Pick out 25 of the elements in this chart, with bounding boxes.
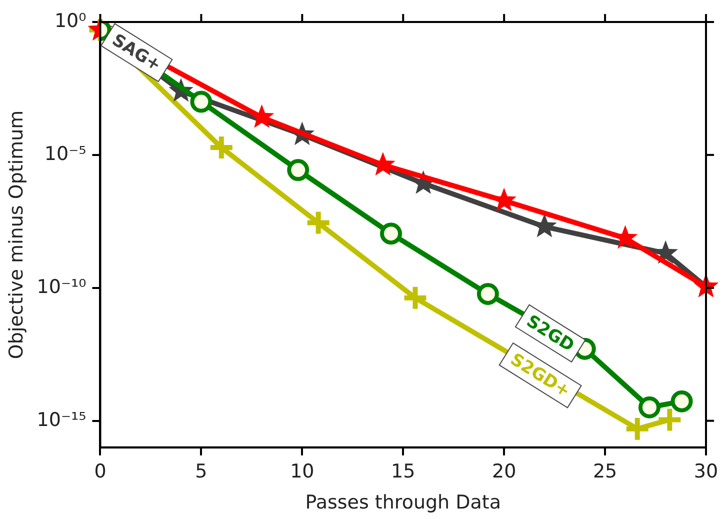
point	[404, 286, 426, 309]
x-tick-label: 20	[492, 460, 516, 483]
point	[638, 396, 660, 418]
y-tick-label: 10⁰	[54, 10, 86, 32]
x-tick-label: 15	[391, 460, 416, 483]
y-tick-label: 10⁻¹⁵	[36, 408, 86, 431]
point	[380, 222, 402, 245]
point	[670, 390, 693, 412]
point	[476, 282, 499, 305]
point	[307, 212, 330, 234]
x-tick-label: 25	[592, 460, 618, 483]
y-axis-title: Objective minus Optimum	[5, 110, 28, 360]
point	[190, 90, 212, 113]
y-tick-label: 10⁻¹⁰	[36, 276, 86, 298]
point	[210, 136, 232, 159]
x-tick-label: 10	[290, 460, 314, 483]
x-tick-label: 30	[694, 460, 718, 483]
x-axis-title: Passes through Data	[305, 492, 501, 514]
point	[287, 159, 310, 182]
point	[249, 104, 274, 128]
y-tick-label: 10⁻⁵	[44, 142, 86, 165]
point	[658, 408, 681, 431]
x-tick-label: 0	[94, 460, 106, 483]
point	[626, 418, 648, 440]
x-tick-label: 5	[195, 460, 208, 483]
